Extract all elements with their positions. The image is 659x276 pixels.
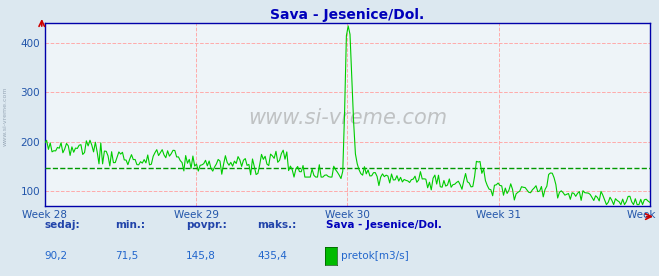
Text: www.si-vreme.com: www.si-vreme.com (248, 108, 447, 128)
Text: www.si-vreme.com: www.si-vreme.com (3, 86, 8, 146)
Title: Sava - Jesenice/Dol.: Sava - Jesenice/Dol. (270, 8, 424, 22)
Text: 90,2: 90,2 (45, 251, 68, 261)
Text: maks.:: maks.: (257, 220, 297, 230)
Text: povpr.:: povpr.: (186, 220, 227, 230)
Text: pretok[m3/s]: pretok[m3/s] (341, 251, 409, 261)
Text: 71,5: 71,5 (115, 251, 138, 261)
Text: Sava - Jesenice/Dol.: Sava - Jesenice/Dol. (326, 220, 442, 230)
Text: min.:: min.: (115, 220, 146, 230)
Text: sedaj:: sedaj: (45, 220, 80, 230)
Text: 435,4: 435,4 (257, 251, 287, 261)
Text: 145,8: 145,8 (186, 251, 215, 261)
